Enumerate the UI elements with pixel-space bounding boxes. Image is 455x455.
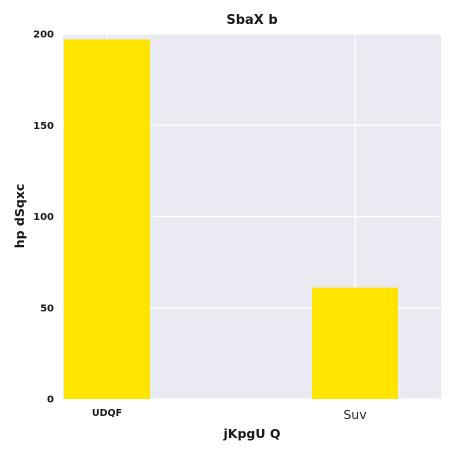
- y-tick-label: 200: [33, 30, 54, 41]
- bar-udqf: [64, 39, 150, 399]
- x-tick-label: Suv: [343, 407, 367, 422]
- x-tick-labels: UDQF Suv: [92, 407, 367, 422]
- y-tick-label: 50: [40, 303, 54, 314]
- y-tick-label: 0: [47, 395, 54, 406]
- bar-suv: [312, 287, 398, 399]
- y-tick-label: 100: [33, 212, 54, 223]
- x-tick-label: UDQF: [92, 408, 122, 419]
- y-tick-labels: 0 50 100 150 200: [33, 30, 54, 406]
- y-tick-label: 150: [33, 121, 54, 132]
- chart-title: SbaX b: [226, 13, 277, 28]
- x-axis-label: jKpgU Q: [223, 426, 281, 441]
- y-axis-label: hp dSqxc: [12, 184, 27, 249]
- bars: [64, 39, 398, 399]
